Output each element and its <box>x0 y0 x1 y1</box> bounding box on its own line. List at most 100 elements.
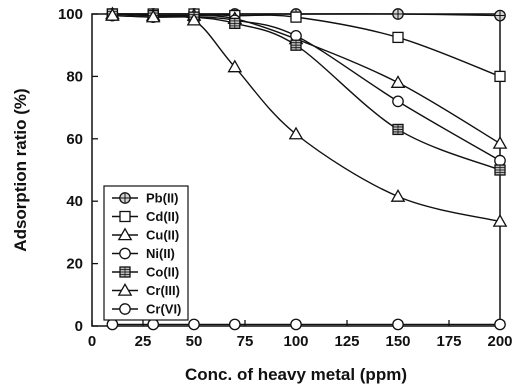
data-point-cr-iii-6-shape <box>492 213 508 227</box>
data-point-cd-ii-5 <box>392 31 404 44</box>
data-point-cr-vi-0 <box>106 318 119 331</box>
data-point-cr-iii-1-shape <box>145 9 161 23</box>
y-tick-label: 100 <box>58 6 83 23</box>
data-point-cd-ii-6 <box>494 70 506 83</box>
legend-entry-co-ii: Co(II) <box>112 265 179 280</box>
legend-marker-co-ii-hatch <box>120 267 130 277</box>
data-point-pb-ii-5-hatch <box>393 9 403 19</box>
legend-entry-ni-ii: Ni(II) <box>112 246 175 261</box>
data-point-co-ii-6 <box>494 164 506 176</box>
data-point-ni-ii-5 <box>392 95 404 108</box>
data-point-cu-ii-5-shape <box>390 75 406 88</box>
legend-marker-cr-iii-shape <box>117 282 133 296</box>
y-tick-label: 0 <box>75 318 83 335</box>
data-point-ni-ii-5-shape <box>392 95 404 108</box>
legend-entry-cr-vi: Cr(VI) <box>112 302 181 317</box>
data-point-cu-ii-6 <box>492 135 508 149</box>
legend: Pb(II) Cd(II) Cu(II) Ni(II) Co(II) Cr(III) Cr(… <box>103 185 189 321</box>
legend-entry-pb-ii: Pb(II) <box>112 191 179 206</box>
data-point-co-ii-3-hatch <box>229 18 240 29</box>
legend-entry-cr-iii: Cr(III) <box>112 282 180 298</box>
data-point-cr-vi-3 <box>228 318 241 331</box>
x-tick-label: 75 <box>237 333 254 350</box>
data-point-ni-ii-4-shape <box>290 29 302 42</box>
data-point-cd-ii-4-shape <box>290 11 302 23</box>
data-point-cr-iii-0 <box>105 8 120 21</box>
data-point-pb-ii-6-hatch <box>495 11 505 20</box>
legend-entry-cu-ii: Cu(II) <box>112 227 179 243</box>
data-point-cr-iii-3 <box>227 59 243 73</box>
y-tick-label: 80 <box>66 68 83 85</box>
data-point-cr-iii-3-shape <box>227 59 243 73</box>
data-point-cr-vi-3-shape <box>228 318 241 331</box>
series-line-co-ii <box>112 13 501 171</box>
series-line-cu-ii <box>112 13 501 145</box>
x-tick-label: 125 <box>334 333 359 350</box>
data-point-cr-vi-4-shape <box>290 318 302 331</box>
data-point-ni-ii-6-shape <box>494 154 506 167</box>
data-point-cr-vi-2 <box>188 318 200 331</box>
data-point-cd-ii-5-shape <box>392 31 404 44</box>
data-point-cr-iii-0-shape <box>105 8 120 21</box>
legend-marker-pb-ii-hatch <box>120 193 130 203</box>
legend-marker-cr-iii <box>117 282 133 296</box>
y-tick-label: 40 <box>66 193 83 210</box>
data-point-cr-iii-4 <box>288 126 304 140</box>
data-point-cr-iii-6 <box>492 213 508 227</box>
legend-label-cu-ii: Cu(II) <box>146 228 179 243</box>
y-tick-label: 60 <box>66 131 83 148</box>
x-tick-label: 100 <box>283 333 308 350</box>
legend-label-cr-iii: Cr(III) <box>146 283 180 298</box>
data-point-cr-iii-2-shape <box>186 12 202 26</box>
data-point-cd-ii-6-shape <box>494 70 506 83</box>
axes-layer: 0 25 50 75 100 125 150 175 200 0 20 40 60 80 100 Conc. … <box>11 6 513 384</box>
legend-label-cd-ii: Cd(II) <box>146 209 179 224</box>
x-tick-label: 50 <box>186 333 203 350</box>
legend-label-pb-ii: Pb(II) <box>146 191 179 206</box>
x-tick-label: 150 <box>385 333 410 350</box>
series-line-cd-ii <box>112 13 501 78</box>
series-line-ni-ii <box>112 14 501 162</box>
legend-label-cr-vi: Cr(VI) <box>146 302 181 317</box>
legend-label-ni-ii: Ni(II) <box>146 246 175 261</box>
data-point-cr-iii-4-shape <box>288 126 304 140</box>
data-point-cr-vi-1-shape <box>147 318 160 331</box>
y-axis-title: Adsorption ratio (%) <box>11 88 30 251</box>
data-point-ni-ii-4 <box>290 29 302 42</box>
legend-marker-cd-ii-shape <box>119 210 131 223</box>
x-tick-label: 175 <box>436 333 461 350</box>
data-point-cr-iii-2 <box>186 12 202 26</box>
data-point-co-ii-5-hatch <box>393 124 403 135</box>
data-point-co-ii-3 <box>229 17 241 30</box>
x-tick-label: 200 <box>487 333 512 350</box>
data-point-cu-ii-6-shape <box>492 135 508 149</box>
data-point-cr-iii-5-shape <box>390 189 406 202</box>
legend-marker-ni-ii <box>119 247 131 260</box>
data-point-pb-ii-5 <box>392 8 404 20</box>
data-point-cr-vi-5-shape <box>392 318 404 331</box>
data-point-co-ii-5 <box>392 123 404 136</box>
data-point-cr-vi-6-shape <box>494 318 506 331</box>
data-point-ni-ii-6 <box>494 154 506 167</box>
data-point-cr-vi-0-shape <box>106 318 119 331</box>
x-tick-label: 25 <box>135 333 152 350</box>
data-point-cr-iii-1 <box>145 9 161 23</box>
data-point-cr-vi-6 <box>494 318 506 331</box>
legend-marker-co-ii <box>119 266 131 278</box>
data-point-co-ii-4 <box>290 39 302 51</box>
data-point-cd-ii-4 <box>290 11 302 23</box>
data-point-cr-vi-4 <box>290 318 302 331</box>
y-tick-label: 20 <box>66 256 83 273</box>
series-markers-layer <box>105 6 508 331</box>
data-point-cr-vi-1 <box>147 318 160 331</box>
x-axis-title: Conc. of heavy metal (ppm) <box>185 365 407 384</box>
data-point-cu-ii-5 <box>390 75 406 88</box>
x-tick-label: 0 <box>88 333 96 350</box>
data-point-co-ii-6-hatch <box>495 165 505 175</box>
legend-marker-cr-vi <box>119 303 131 315</box>
legend-label-co-ii: Co(II) <box>146 265 179 280</box>
legend-marker-pb-ii <box>119 192 131 204</box>
legend-marker-cu-ii <box>117 227 133 241</box>
